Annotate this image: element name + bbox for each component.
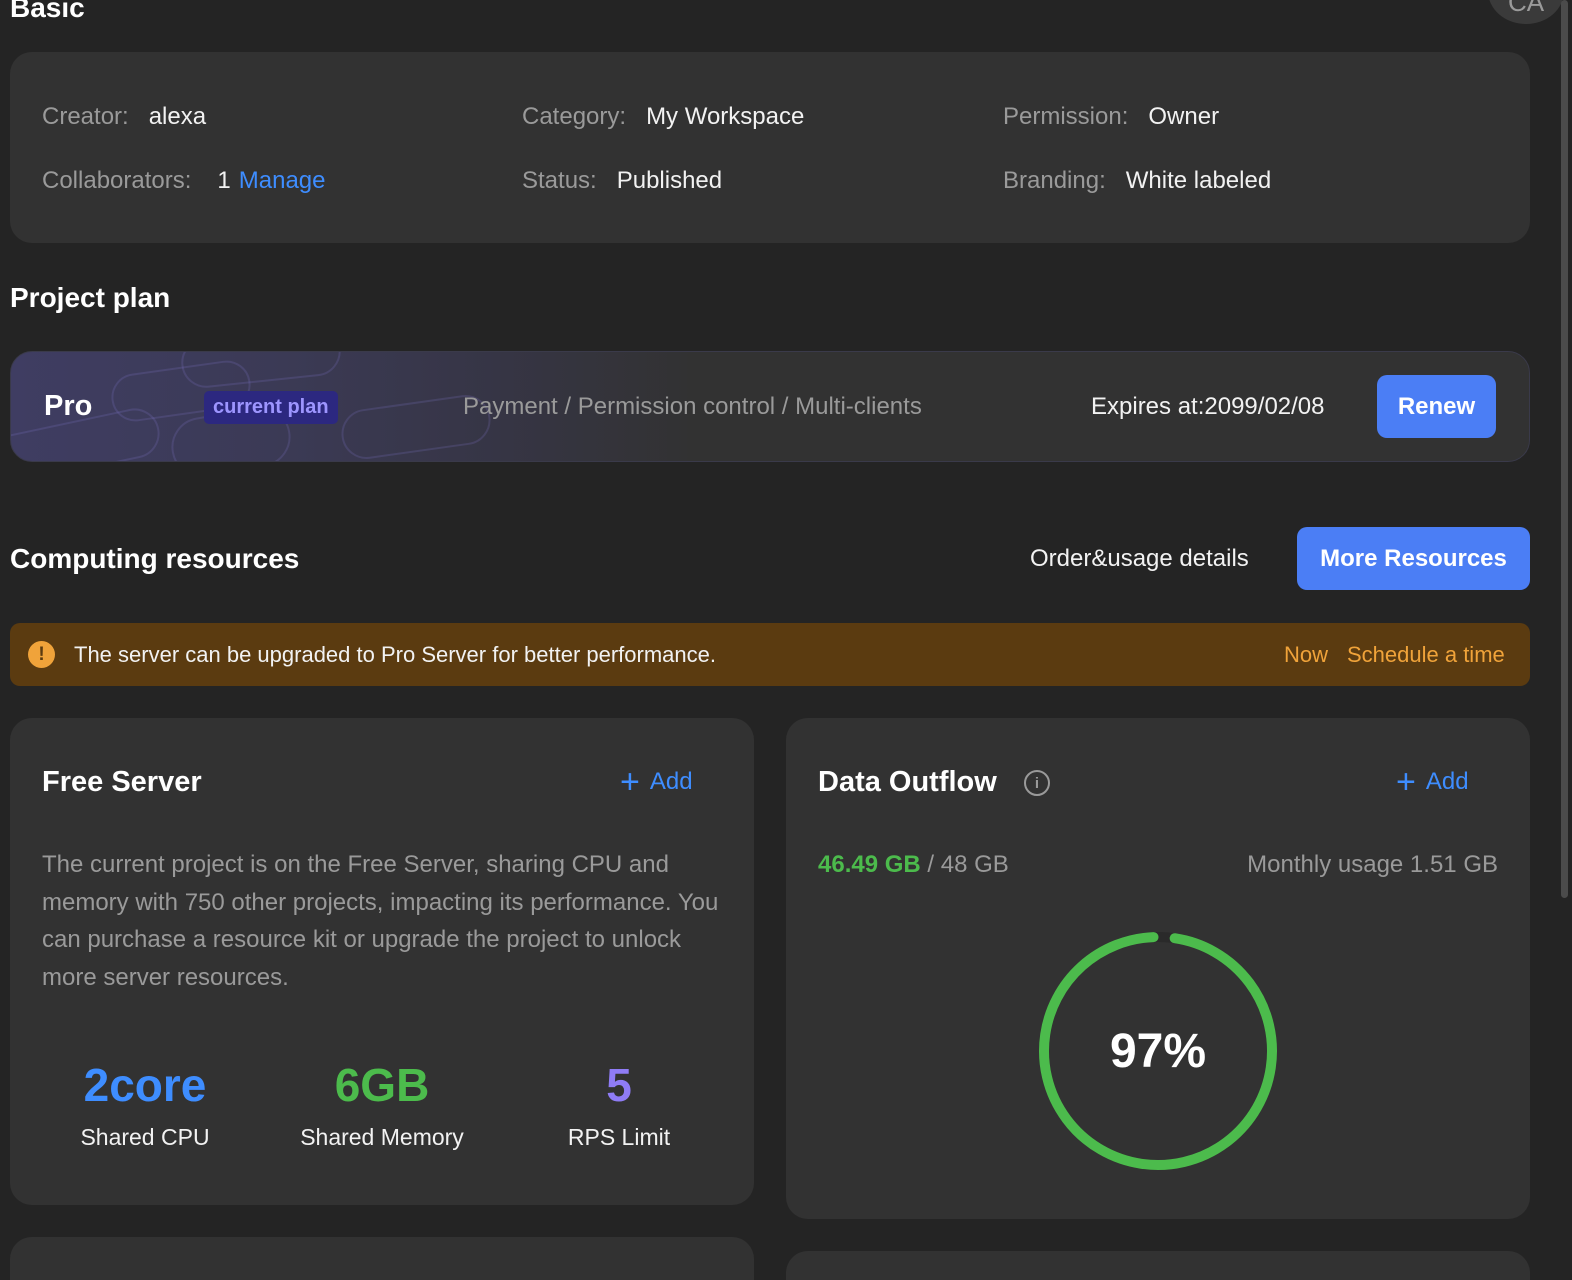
- bottom-card-right: [786, 1251, 1530, 1280]
- free-server-add-button[interactable]: + Add: [620, 763, 693, 801]
- data-outflow-add-button[interactable]: + Add: [1396, 763, 1469, 801]
- status-value: Published: [616, 167, 723, 194]
- free-server-title: Free Server: [42, 766, 202, 798]
- scrollbar[interactable]: [1561, 0, 1568, 898]
- branding-value: White labeled: [1125, 167, 1272, 194]
- info-icon[interactable]: i: [1024, 770, 1050, 796]
- category-value: My Workspace: [646, 103, 805, 130]
- current-plan-badge: current plan: [204, 391, 338, 424]
- avatar[interactable]: CA: [1488, 0, 1564, 24]
- order-usage-details-link[interactable]: Order&usage details: [1030, 545, 1249, 572]
- plan-decoration: [178, 352, 344, 391]
- permission-value: Owner: [1148, 103, 1220, 130]
- stat-rps-value: 5: [606, 1059, 632, 1111]
- permission-label: Permission:: [1003, 103, 1129, 130]
- plan-card: Pro current plan Payment / Permission co…: [10, 351, 1530, 462]
- collaborators-field: Collaborators: 1 Manage: [42, 167, 326, 195]
- monthly-usage: Monthly usage 1.51 GB: [1247, 851, 1498, 878]
- status-field: Status: Published: [522, 167, 722, 195]
- project-plan-title: Project plan: [10, 282, 171, 313]
- permission-field: Permission: Owner: [1003, 103, 1219, 131]
- upgrade-now-link[interactable]: Now: [1284, 642, 1329, 667]
- outflow-usage: 46.49 GB / 48 GB: [818, 851, 1009, 879]
- plan-features: Payment / Permission control / Multi-cli…: [463, 393, 922, 420]
- creator-value: alexa: [148, 103, 207, 130]
- outflow-used-value: 46.49 GB: [818, 851, 921, 878]
- category-field: Category: My Workspace: [522, 103, 804, 131]
- banner-message: The server can be upgraded to Pro Server…: [74, 642, 716, 667]
- plus-icon: +: [620, 763, 640, 801]
- collaborators-count: 1: [217, 167, 231, 194]
- computing-resources-title: Computing resources: [10, 543, 300, 574]
- stat-memory-value: 6GB: [334, 1059, 430, 1111]
- status-label: Status:: [522, 167, 597, 194]
- basic-section-title: Basic: [10, 0, 85, 23]
- plan-expires: Expires at:2099/02/08: [1091, 393, 1325, 420]
- stat-cpu-value: 2core: [83, 1059, 207, 1111]
- creator-field: Creator: alexa: [42, 103, 206, 131]
- gauge-progress: [1039, 932, 1277, 1170]
- outflow-gauge: [1039, 932, 1277, 1170]
- branding-field: Branding: White labeled: [1003, 167, 1271, 195]
- upgrade-warning-banner: ! The server can be upgraded to Pro Serv…: [10, 623, 1530, 686]
- bottom-card-left: [10, 1237, 754, 1280]
- plan-name: Pro: [44, 390, 93, 422]
- free-server-card: Free Server + Add The current project is…: [10, 718, 754, 1205]
- schedule-time-link[interactable]: Schedule a time: [1347, 642, 1505, 667]
- add-label: Add: [649, 768, 693, 795]
- plus-icon: +: [1396, 763, 1416, 801]
- add-label: Add: [1425, 768, 1469, 795]
- more-resources-button[interactable]: More Resources: [1297, 527, 1530, 590]
- warning-icon: !: [28, 641, 55, 668]
- outflow-total-value: / 48 GB: [920, 851, 1009, 878]
- collaborators-label: Collaborators:: [42, 167, 192, 194]
- stat-memory: 6GB Shared Memory: [262, 1058, 502, 1151]
- data-outflow-card: Data Outflow i + Add 46.49 GB / 48 GB Mo…: [786, 718, 1530, 1219]
- branding-label: Branding:: [1003, 167, 1106, 194]
- stat-rps: 5 RPS Limit: [499, 1058, 739, 1151]
- gauge-percent-label: 97%: [1109, 1024, 1207, 1078]
- basic-info-card: Creator: alexa Category: My Workspace Perm…: [10, 52, 1530, 243]
- free-server-description: The current project is on the Free Serve…: [42, 851, 719, 992]
- data-outflow-title: Data Outflow: [818, 766, 997, 798]
- stat-rps-label: RPS Limit: [567, 1124, 671, 1150]
- stat-memory-label: Shared Memory: [300, 1124, 464, 1150]
- stat-cpu: 2core Shared CPU: [25, 1058, 265, 1151]
- category-label: Category:: [522, 103, 627, 130]
- renew-button[interactable]: Renew: [1377, 375, 1496, 438]
- stat-cpu-label: Shared CPU: [80, 1124, 210, 1150]
- manage-collaborators-link[interactable]: Manage: [238, 167, 326, 194]
- creator-label: Creator:: [42, 103, 129, 130]
